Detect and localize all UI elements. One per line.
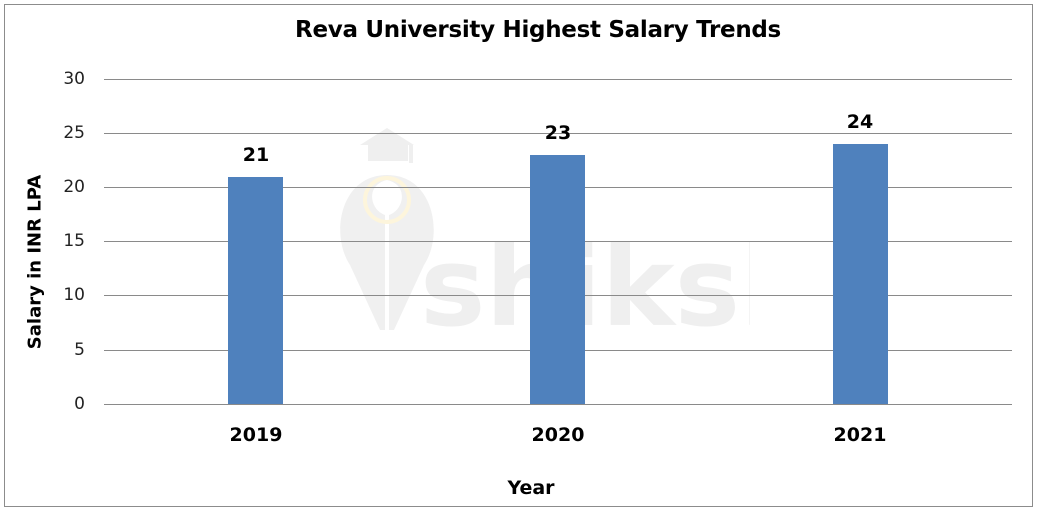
bar-2020 xyxy=(530,155,585,404)
x-tick-2020: 2020 xyxy=(531,424,585,446)
gridline-30 xyxy=(104,79,1012,80)
x-axis-baseline xyxy=(104,404,1012,405)
y-tick: 10 xyxy=(63,285,85,305)
x-axis-label: Year xyxy=(507,477,555,499)
x-tick-2021: 2021 xyxy=(833,424,887,446)
y-tick: 30 xyxy=(63,69,85,89)
y-axis-label: Salary in INR LPA xyxy=(24,174,46,350)
data-label-2020: 23 xyxy=(544,122,572,144)
chart-title: Reva University Highest Salary Trends xyxy=(295,17,781,43)
y-tick: 5 xyxy=(74,340,85,360)
bar-2021 xyxy=(833,144,888,404)
y-tick: 15 xyxy=(63,231,85,251)
y-tick: 20 xyxy=(63,177,85,197)
y-tick: 25 xyxy=(63,123,85,143)
gridline-25 xyxy=(104,133,1012,134)
data-label-2019: 21 xyxy=(242,144,270,166)
x-tick-2019: 2019 xyxy=(229,424,283,446)
data-label-2021: 24 xyxy=(846,111,874,133)
bar-2019 xyxy=(228,177,283,404)
y-tick: 0 xyxy=(74,394,85,414)
